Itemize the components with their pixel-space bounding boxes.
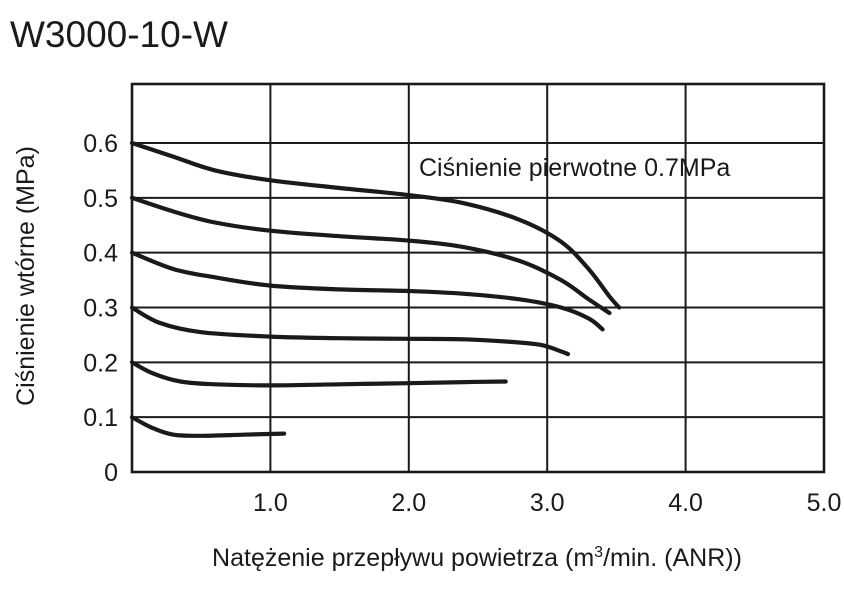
y-tick-label-1: 0.1 [83, 404, 118, 432]
y-tick-label-0: 0 [104, 459, 118, 487]
series-line-0 [129, 140, 622, 310]
y-tick-label-2: 0.2 [83, 349, 118, 377]
series-line-3 [129, 305, 571, 357]
series-line-5 [129, 415, 287, 438]
x-tick-label-2: 3.0 [530, 489, 565, 517]
y-axis-label: Ciśnienie wtórne (MPa) [12, 146, 40, 406]
chart-title: W3000-10-W [10, 14, 228, 55]
y-tick-label-3: 0.3 [83, 295, 118, 323]
horizontal-gridlines [132, 142, 824, 419]
x-axis-label-sup: 3 [594, 544, 603, 561]
x-tick-label-3: 4.0 [668, 489, 703, 517]
y-tick-label-4: 0.4 [83, 240, 118, 268]
plot-frame [130, 82, 826, 474]
x-axis-label-main: Natężenie przepływu powietrza (m [212, 544, 594, 572]
series-line-4 [129, 360, 508, 388]
vertical-gridlines [269, 84, 687, 472]
x-axis-label-tail: /min. (ANR)) [603, 544, 742, 572]
y-tick-labels: 0 0.1 0.2 0.3 0.4 0.5 0.6 [83, 130, 118, 487]
x-tick-label-1: 2.0 [391, 489, 426, 517]
y-tick-label-5: 0.5 [83, 185, 118, 213]
x-tick-labels: 1.0 2.0 3.0 4.0 5.0 [253, 489, 841, 517]
primary-pressure-annotation: Ciśnienie pierwotne 0.7MPa [419, 154, 730, 182]
x-tick-label-4: 5.0 [807, 489, 842, 517]
y-tick-label-6: 0.6 [83, 130, 118, 158]
series-lines [129, 140, 622, 438]
series-line-1 [129, 195, 612, 316]
series-line-2 [129, 250, 605, 332]
x-axis-label: Natężenie przepływu powietrza (m3/min. (… [212, 544, 742, 572]
x-tick-label-0: 1.0 [253, 489, 288, 517]
